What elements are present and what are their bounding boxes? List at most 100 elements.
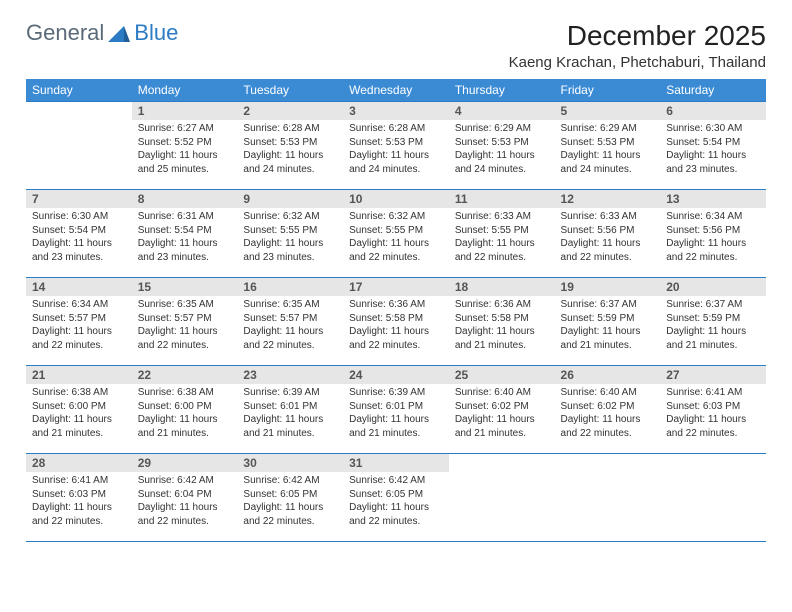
sunrise-text: Sunrise: 6:28 AM xyxy=(349,122,443,136)
calendar-week-row: 14Sunrise: 6:34 AMSunset: 5:57 PMDayligh… xyxy=(26,278,766,366)
daylight-text: Daylight: 11 hours and 21 minutes. xyxy=(138,413,232,440)
sunset-text: Sunset: 5:58 PM xyxy=(455,312,549,326)
calendar-day-cell: 19Sunrise: 6:37 AMSunset: 5:59 PMDayligh… xyxy=(555,278,661,366)
sunrise-text: Sunrise: 6:42 AM xyxy=(349,474,443,488)
day-details: Sunrise: 6:35 AMSunset: 5:57 PMDaylight:… xyxy=(132,296,238,356)
day-details: Sunrise: 6:39 AMSunset: 6:01 PMDaylight:… xyxy=(237,384,343,444)
calendar-day-cell: 15Sunrise: 6:35 AMSunset: 5:57 PMDayligh… xyxy=(132,278,238,366)
sunrise-text: Sunrise: 6:39 AM xyxy=(243,386,337,400)
sunset-text: Sunset: 6:05 PM xyxy=(243,488,337,502)
daylight-text: Daylight: 11 hours and 24 minutes. xyxy=(349,149,443,176)
calendar-day-cell: 2Sunrise: 6:28 AMSunset: 5:53 PMDaylight… xyxy=(237,102,343,190)
daylight-text: Daylight: 11 hours and 24 minutes. xyxy=(243,149,337,176)
day-number: 27 xyxy=(660,366,766,384)
calendar-day-cell: 31Sunrise: 6:42 AMSunset: 6:05 PMDayligh… xyxy=(343,454,449,542)
logo-text-1: General xyxy=(26,20,104,46)
logo-text-2: Blue xyxy=(134,20,178,46)
sunrise-text: Sunrise: 6:35 AM xyxy=(138,298,232,312)
sunrise-text: Sunrise: 6:41 AM xyxy=(666,386,760,400)
day-number: 31 xyxy=(343,454,449,472)
sunrise-text: Sunrise: 6:30 AM xyxy=(666,122,760,136)
day-details: Sunrise: 6:29 AMSunset: 5:53 PMDaylight:… xyxy=(555,120,661,180)
calendar-week-row: 28Sunrise: 6:41 AMSunset: 6:03 PMDayligh… xyxy=(26,454,766,542)
sunset-text: Sunset: 5:56 PM xyxy=(666,224,760,238)
calendar-day-cell xyxy=(449,454,555,542)
sunset-text: Sunset: 5:53 PM xyxy=(243,136,337,150)
calendar-day-cell: 13Sunrise: 6:34 AMSunset: 5:56 PMDayligh… xyxy=(660,190,766,278)
sunset-text: Sunset: 5:52 PM xyxy=(138,136,232,150)
weekday-header: Saturday xyxy=(660,79,766,102)
day-details: Sunrise: 6:31 AMSunset: 5:54 PMDaylight:… xyxy=(132,208,238,268)
day-details: Sunrise: 6:30 AMSunset: 5:54 PMDaylight:… xyxy=(660,120,766,180)
sunset-text: Sunset: 6:05 PM xyxy=(349,488,443,502)
day-number: 25 xyxy=(449,366,555,384)
sunrise-text: Sunrise: 6:42 AM xyxy=(138,474,232,488)
sunrise-text: Sunrise: 6:37 AM xyxy=(666,298,760,312)
daylight-text: Daylight: 11 hours and 22 minutes. xyxy=(32,325,126,352)
day-number: 17 xyxy=(343,278,449,296)
sunset-text: Sunset: 5:57 PM xyxy=(243,312,337,326)
day-number: 13 xyxy=(660,190,766,208)
day-number: 23 xyxy=(237,366,343,384)
calendar-day-cell: 16Sunrise: 6:35 AMSunset: 5:57 PMDayligh… xyxy=(237,278,343,366)
calendar-day-cell: 17Sunrise: 6:36 AMSunset: 5:58 PMDayligh… xyxy=(343,278,449,366)
calendar-day-cell: 6Sunrise: 6:30 AMSunset: 5:54 PMDaylight… xyxy=(660,102,766,190)
sunrise-text: Sunrise: 6:42 AM xyxy=(243,474,337,488)
sunset-text: Sunset: 5:54 PM xyxy=(138,224,232,238)
daylight-text: Daylight: 11 hours and 21 minutes. xyxy=(32,413,126,440)
sunrise-text: Sunrise: 6:30 AM xyxy=(32,210,126,224)
sunset-text: Sunset: 6:00 PM xyxy=(32,400,126,414)
sunrise-text: Sunrise: 6:28 AM xyxy=(243,122,337,136)
day-details: Sunrise: 6:34 AMSunset: 5:56 PMDaylight:… xyxy=(660,208,766,268)
day-number: 9 xyxy=(237,190,343,208)
calendar-day-cell: 18Sunrise: 6:36 AMSunset: 5:58 PMDayligh… xyxy=(449,278,555,366)
calendar-week-row: 7Sunrise: 6:30 AMSunset: 5:54 PMDaylight… xyxy=(26,190,766,278)
sunset-text: Sunset: 6:00 PM xyxy=(138,400,232,414)
day-number: 11 xyxy=(449,190,555,208)
page-header: General Blue December 2025 Kaeng Krachan… xyxy=(26,20,766,71)
day-details: Sunrise: 6:41 AMSunset: 6:03 PMDaylight:… xyxy=(660,384,766,444)
day-details: Sunrise: 6:33 AMSunset: 5:56 PMDaylight:… xyxy=(555,208,661,268)
sunset-text: Sunset: 6:03 PM xyxy=(32,488,126,502)
daylight-text: Daylight: 11 hours and 21 minutes. xyxy=(243,413,337,440)
day-details: Sunrise: 6:37 AMSunset: 5:59 PMDaylight:… xyxy=(555,296,661,356)
calendar-day-cell: 14Sunrise: 6:34 AMSunset: 5:57 PMDayligh… xyxy=(26,278,132,366)
calendar-table: Sunday Monday Tuesday Wednesday Thursday… xyxy=(26,79,766,542)
sunrise-text: Sunrise: 6:34 AM xyxy=(666,210,760,224)
sunset-text: Sunset: 5:58 PM xyxy=(349,312,443,326)
day-number: 12 xyxy=(555,190,661,208)
weekday-header-row: Sunday Monday Tuesday Wednesday Thursday… xyxy=(26,79,766,102)
day-number: 1 xyxy=(132,102,238,120)
calendar-day-cell: 1Sunrise: 6:27 AMSunset: 5:52 PMDaylight… xyxy=(132,102,238,190)
calendar-day-cell xyxy=(555,454,661,542)
sunrise-text: Sunrise: 6:34 AM xyxy=(32,298,126,312)
daylight-text: Daylight: 11 hours and 24 minutes. xyxy=(561,149,655,176)
day-details: Sunrise: 6:38 AMSunset: 6:00 PMDaylight:… xyxy=(26,384,132,444)
calendar-day-cell xyxy=(26,102,132,190)
daylight-text: Daylight: 11 hours and 22 minutes. xyxy=(349,325,443,352)
weekday-header: Thursday xyxy=(449,79,555,102)
day-details: Sunrise: 6:39 AMSunset: 6:01 PMDaylight:… xyxy=(343,384,449,444)
calendar-day-cell: 20Sunrise: 6:37 AMSunset: 5:59 PMDayligh… xyxy=(660,278,766,366)
sunrise-text: Sunrise: 6:32 AM xyxy=(243,210,337,224)
sunrise-text: Sunrise: 6:39 AM xyxy=(349,386,443,400)
weekday-header: Wednesday xyxy=(343,79,449,102)
sunset-text: Sunset: 6:02 PM xyxy=(561,400,655,414)
day-details: Sunrise: 6:32 AMSunset: 5:55 PMDaylight:… xyxy=(237,208,343,268)
calendar-day-cell: 10Sunrise: 6:32 AMSunset: 5:55 PMDayligh… xyxy=(343,190,449,278)
day-number: 16 xyxy=(237,278,343,296)
sunset-text: Sunset: 5:56 PM xyxy=(561,224,655,238)
calendar-day-cell: 30Sunrise: 6:42 AMSunset: 6:05 PMDayligh… xyxy=(237,454,343,542)
day-details: Sunrise: 6:37 AMSunset: 5:59 PMDaylight:… xyxy=(660,296,766,356)
title-block: December 2025 Kaeng Krachan, Phetchaburi… xyxy=(509,20,766,71)
sunset-text: Sunset: 6:02 PM xyxy=(455,400,549,414)
daylight-text: Daylight: 11 hours and 24 minutes. xyxy=(455,149,549,176)
day-number: 26 xyxy=(555,366,661,384)
calendar-day-cell: 23Sunrise: 6:39 AMSunset: 6:01 PMDayligh… xyxy=(237,366,343,454)
day-number: 21 xyxy=(26,366,132,384)
sunrise-text: Sunrise: 6:38 AM xyxy=(138,386,232,400)
daylight-text: Daylight: 11 hours and 22 minutes. xyxy=(138,325,232,352)
sunrise-text: Sunrise: 6:41 AM xyxy=(32,474,126,488)
daylight-text: Daylight: 11 hours and 23 minutes. xyxy=(138,237,232,264)
day-details: Sunrise: 6:38 AMSunset: 6:00 PMDaylight:… xyxy=(132,384,238,444)
